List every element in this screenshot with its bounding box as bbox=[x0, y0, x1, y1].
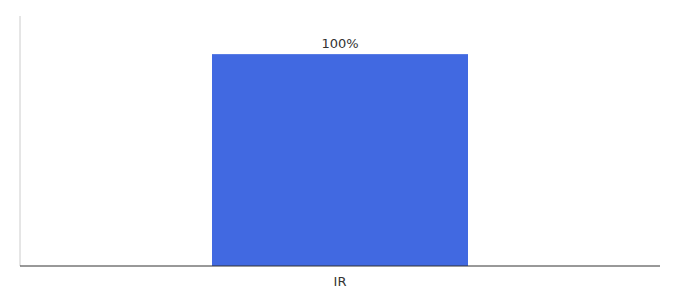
plot-area bbox=[212, 54, 468, 266]
chart-container: IR 100% bbox=[0, 0, 680, 300]
x-tick-label: IR bbox=[334, 274, 347, 289]
chart-svg: IR 100% bbox=[0, 0, 680, 300]
bar bbox=[212, 54, 468, 266]
data-label: 100% bbox=[321, 36, 358, 51]
x-axis-line bbox=[20, 266, 660, 267]
y-axis-line bbox=[20, 16, 21, 266]
